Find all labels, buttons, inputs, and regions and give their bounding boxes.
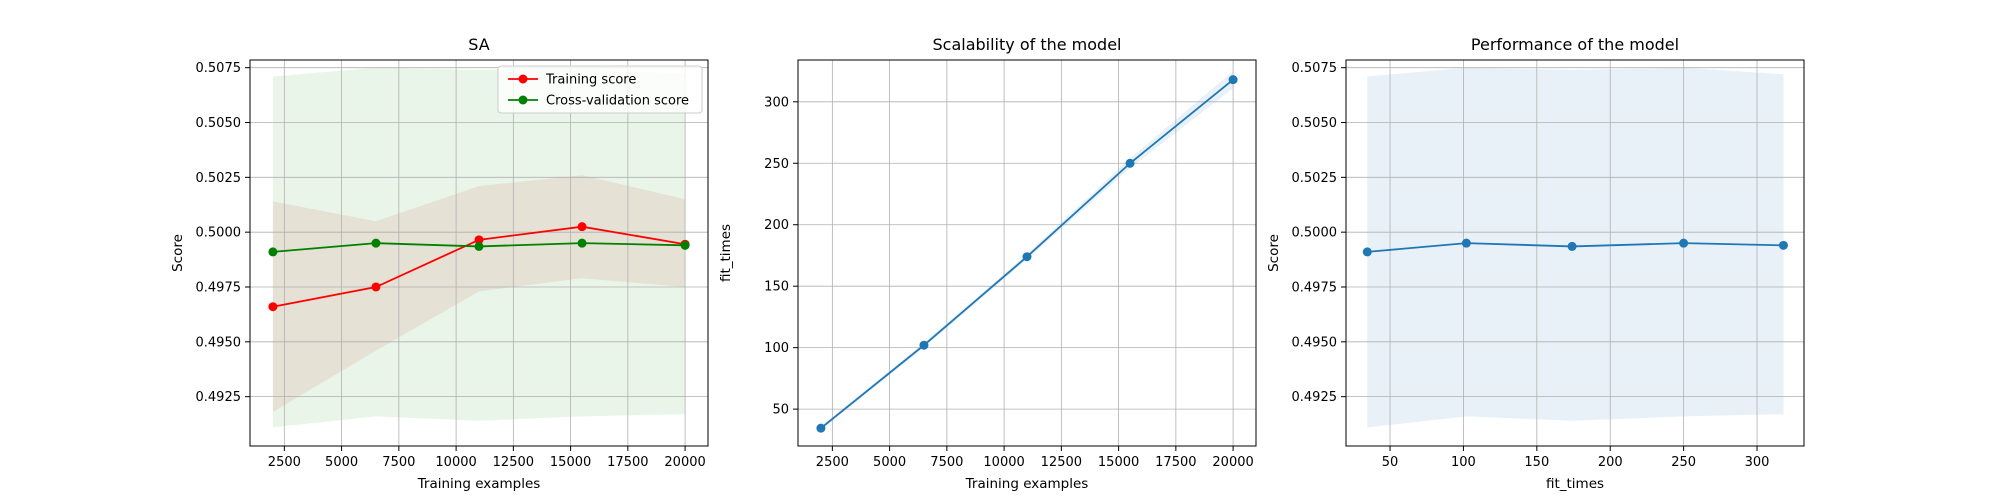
x-axis-label: Training examples: [965, 476, 1089, 492]
legend-entry-training: Training score: [508, 73, 636, 88]
legend-label-training: Training score: [545, 73, 636, 88]
data-point: [474, 235, 484, 245]
y-tick-label: 300: [764, 95, 789, 110]
data-point: [268, 247, 278, 257]
y-tick-label: 0.5000: [1292, 226, 1338, 241]
data-point: [474, 241, 484, 251]
x-tick-label: 15000: [550, 455, 591, 470]
x-tick-label: 50: [1382, 455, 1399, 470]
y-tick-label: 0.4975: [196, 280, 242, 295]
chart-title: Performance of the model: [1471, 35, 1679, 54]
x-tick-label: 10000: [435, 455, 476, 470]
legend-marker-cross-validation: [518, 95, 528, 105]
y-ticks: 0.4925 0.4950 0.4975 0.5000 0.5025 0.5050 0.50…: [196, 61, 250, 405]
x-tick-label: 2500: [268, 455, 301, 470]
y-ticks: 50 100 150 200 250 300: [764, 95, 798, 418]
x-tick-label: 300: [1745, 455, 1770, 470]
learning-curve-panel: 2500 5000 7500 10000 12500 15000 17500 20000 0.…: [170, 35, 709, 492]
data-point: [816, 423, 826, 433]
confidence-band-0: [272, 175, 686, 413]
y-tick-label: 0.4925: [1292, 390, 1338, 405]
data-point: [577, 222, 587, 232]
legend-box: [497, 65, 703, 114]
data-point: [1228, 75, 1238, 85]
axes-frame: [1345, 59, 1805, 447]
y-tick-label: 0.5050: [196, 116, 242, 131]
data-point: [1679, 238, 1689, 248]
x-tick-label: 2500: [816, 455, 849, 470]
grid-lines: [250, 60, 708, 446]
series-lines: [1362, 238, 1788, 257]
y-axis-label: fit_times: [718, 224, 734, 282]
x-tick-label: 20000: [664, 455, 705, 470]
y-tick-label: 250: [764, 157, 789, 172]
y-tick-label: 50: [772, 403, 789, 418]
x-ticks: 50 100 150 200 250 300: [1382, 446, 1770, 470]
y-tick-label: 0.5050: [1292, 116, 1338, 131]
y-tick-label: 0.4950: [1292, 335, 1338, 350]
chart-title: SA: [468, 35, 489, 54]
x-tick-label: 15000: [1098, 455, 1139, 470]
y-tick-label: 0.4925: [196, 390, 242, 405]
y-tick-label: 0.5025: [196, 171, 242, 186]
y-tick-label: 0.5075: [1292, 61, 1338, 76]
legend-label-cross-validation: Cross-validation score: [546, 94, 689, 109]
x-tick-label: 10000: [983, 455, 1024, 470]
data-point: [919, 340, 929, 350]
x-tick-label: 12500: [493, 455, 534, 470]
y-tick-label: 0.4975: [1292, 280, 1338, 295]
x-tick-label: 20000: [1212, 455, 1253, 470]
legend: Training score Cross-validation score: [497, 65, 703, 114]
x-axis-label: fit_times: [1546, 476, 1604, 492]
chart-title: Scalability of the model: [933, 35, 1122, 54]
legend-marker-training: [518, 74, 528, 84]
data-point: [371, 282, 381, 292]
x-tick-label: 100: [1451, 455, 1476, 470]
y-tick-label: 150: [764, 280, 789, 295]
data-point: [1022, 252, 1032, 262]
x-tick-label: 7500: [930, 455, 963, 470]
x-axis-label: Training examples: [417, 476, 541, 492]
x-ticks: 2500 5000 7500 10000 12500 15000 17500 20000: [268, 446, 706, 470]
grid-lines: [1346, 60, 1804, 446]
x-tick-label: 17500: [1155, 455, 1196, 470]
y-tick-label: 0.5025: [1292, 171, 1338, 186]
data-point: [1362, 247, 1372, 257]
series-lines: [268, 222, 690, 312]
axes-frame: [797, 59, 1257, 447]
data-point: [1125, 158, 1135, 168]
y-tick-label: 0.4950: [196, 335, 242, 350]
y-ticks: 0.4925 0.4950 0.4975 0.5000 0.5025 0.5050 0.50…: [1292, 61, 1346, 405]
data-point: [371, 238, 381, 248]
y-tick-label: 0.5000: [196, 226, 242, 241]
y-tick-label: 100: [764, 341, 789, 356]
x-tick-label: 200: [1598, 455, 1623, 470]
series-lines: [816, 75, 1238, 433]
grid-lines: [798, 60, 1256, 446]
data-point: [680, 240, 690, 250]
y-tick-label: 0.5075: [196, 61, 242, 76]
x-tick-label: 7500: [382, 455, 415, 470]
data-point: [1567, 241, 1577, 251]
performance-panel: 50 100 150 200 250 300 0.4925 0.4950 0.4975 0.50…: [1266, 35, 1805, 492]
data-point: [577, 238, 587, 248]
x-tick-label: 150: [1524, 455, 1549, 470]
y-axis-label: Score: [170, 234, 186, 272]
x-ticks: 2500 5000 7500 10000 12500 15000 17500 20000: [816, 446, 1254, 470]
scalability-panel: 2500 5000 7500 10000 12500 15000 17500 20000 50…: [718, 35, 1257, 492]
legend-entry-cross-validation: Cross-validation score: [508, 94, 689, 109]
data-point: [268, 302, 278, 312]
axes-frame: [249, 59, 709, 447]
y-tick-label: 200: [764, 218, 789, 233]
y-axis-label: Score: [1266, 234, 1282, 272]
x-tick-label: 17500: [607, 455, 648, 470]
x-tick-label: 5000: [325, 455, 358, 470]
x-tick-label: 5000: [873, 455, 906, 470]
data-point: [1461, 238, 1471, 248]
x-tick-label: 250: [1671, 455, 1696, 470]
x-tick-label: 12500: [1041, 455, 1082, 470]
data-point: [1778, 240, 1788, 250]
